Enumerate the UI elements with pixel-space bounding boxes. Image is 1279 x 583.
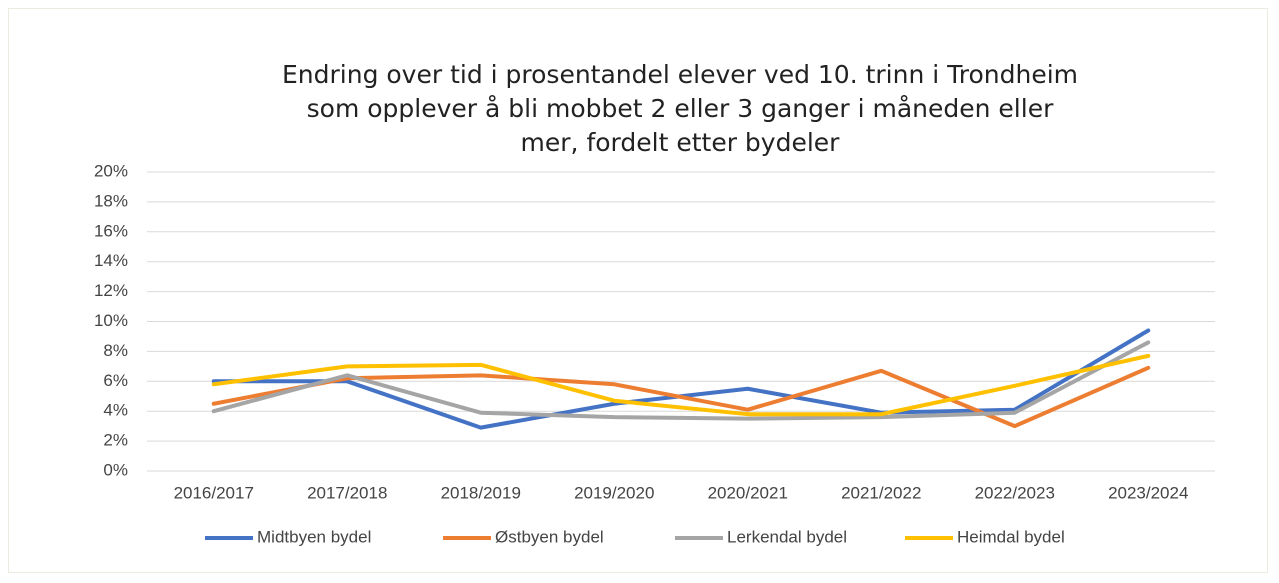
chart-title: Endring over tid i prosentandel elever v…: [281, 60, 1079, 157]
y-tick-label: 12%: [94, 281, 128, 300]
y-tick-label: 4%: [103, 401, 128, 420]
legend-label: Midtbyen bydel: [257, 527, 371, 546]
y-tick-label: 18%: [94, 191, 128, 210]
x-tick-label: 2023/2024: [1108, 483, 1188, 502]
x-tick-label: 2016/2017: [174, 483, 254, 502]
y-tick-label: 2%: [103, 431, 128, 450]
y-tick-label: 20%: [94, 161, 128, 180]
y-tick-label: 8%: [103, 341, 128, 360]
x-tick-label: 2017/2018: [307, 483, 387, 502]
x-tick-label: 2018/2019: [441, 483, 521, 502]
series-line: [211, 353, 1151, 417]
y-tick-label: 10%: [94, 311, 128, 330]
legend-label: Østbyen bydel: [495, 527, 604, 546]
legend-label: Lerkendal bydel: [727, 527, 847, 546]
y-tick-label: 6%: [103, 371, 128, 390]
y-tick-label: 16%: [94, 221, 128, 240]
x-tick-label: 2022/2023: [975, 483, 1055, 502]
y-tick-label: 14%: [94, 251, 128, 270]
x-tick-label: 2019/2020: [574, 483, 654, 502]
series-line: [211, 365, 1151, 429]
series-line: [211, 340, 1151, 421]
x-tick-label: 2021/2022: [841, 483, 921, 502]
x-tick-label: 2020/2021: [708, 483, 788, 502]
legend-label: Heimdal bydel: [957, 527, 1065, 546]
y-tick-label: 0%: [103, 460, 128, 479]
chart-frame: [8, 8, 1268, 573]
